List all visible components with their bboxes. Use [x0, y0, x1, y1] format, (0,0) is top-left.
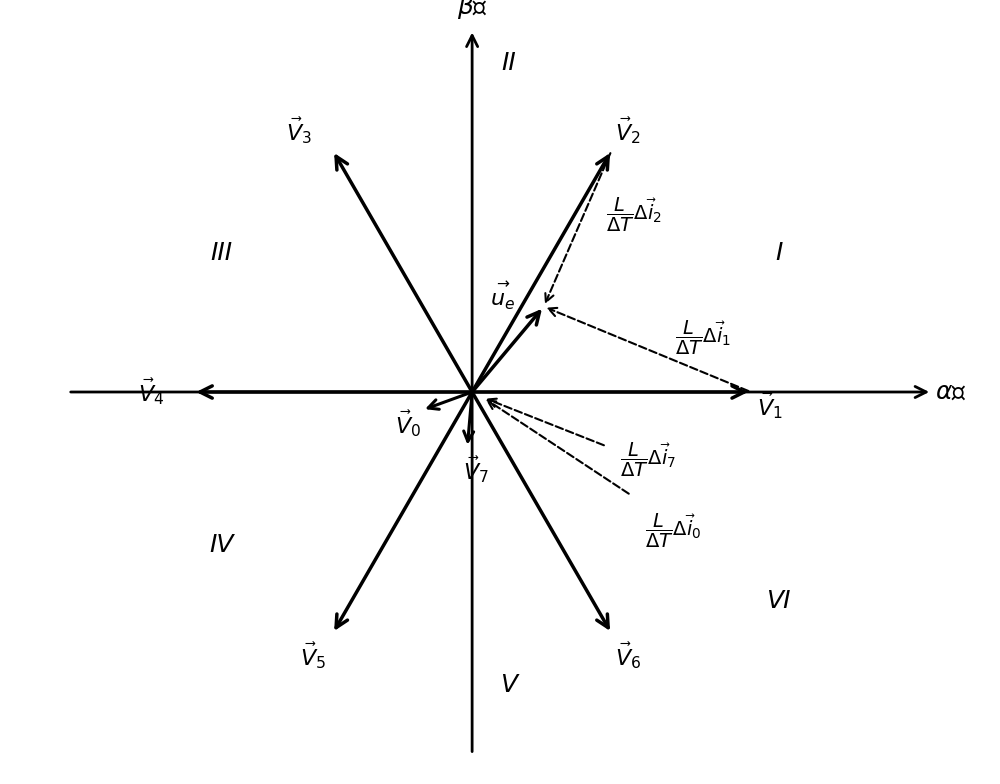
- Text: $\vec{V}_2$: $\vec{V}_2$: [615, 116, 641, 147]
- Text: $\dfrac{L}{\Delta T}\Delta\vec{i}_1$: $\dfrac{L}{\Delta T}\Delta\vec{i}_1$: [675, 319, 731, 358]
- Text: $\beta$轴: $\beta$轴: [457, 0, 488, 21]
- Text: $\vec{V}_0$: $\vec{V}_0$: [395, 408, 422, 440]
- Text: $\overset{\rightarrow}{u_e}$: $\overset{\rightarrow}{u_e}$: [490, 279, 514, 312]
- Text: $\vec{V}_5$: $\vec{V}_5$: [300, 641, 326, 671]
- Text: $\vec{V}_3$: $\vec{V}_3$: [286, 116, 312, 147]
- Text: III: III: [210, 241, 232, 265]
- Text: $\alpha$轴: $\alpha$轴: [935, 380, 966, 404]
- Text: II: II: [501, 51, 516, 75]
- Text: V: V: [500, 673, 517, 697]
- Text: $\vec{V}_4$: $\vec{V}_4$: [138, 376, 165, 408]
- Text: I: I: [775, 241, 782, 265]
- Text: $\dfrac{L}{\Delta T}\Delta\vec{i}_2$: $\dfrac{L}{\Delta T}\Delta\vec{i}_2$: [606, 196, 661, 234]
- Text: IV: IV: [209, 533, 233, 557]
- Text: $\dfrac{L}{\Delta T}\Delta\vec{i}_0$: $\dfrac{L}{\Delta T}\Delta\vec{i}_0$: [645, 512, 701, 550]
- Text: $\vec{V}_6$: $\vec{V}_6$: [615, 641, 641, 671]
- Text: $\vec{V}_1$: $\vec{V}_1$: [757, 390, 783, 421]
- Text: VI: VI: [767, 589, 791, 613]
- Text: $\vec{V}_7$: $\vec{V}_7$: [463, 455, 489, 485]
- Text: $\dfrac{L}{\Delta T}\Delta\vec{i}_7$: $\dfrac{L}{\Delta T}\Delta\vec{i}_7$: [620, 441, 677, 479]
